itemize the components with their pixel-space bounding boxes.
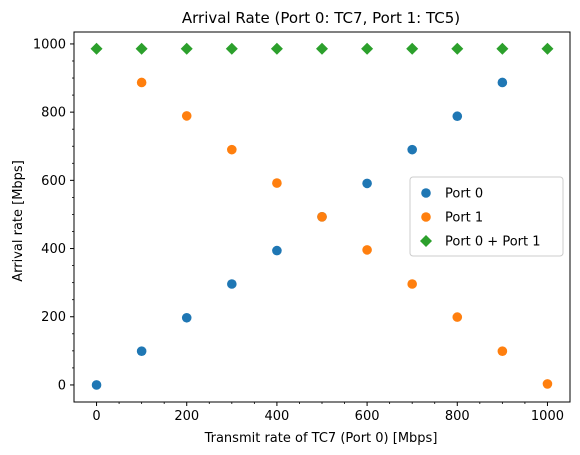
y-tick-label-0: 0 — [58, 378, 66, 393]
legend: Port 0 Port 1 Port 0 + Port 1 — [409, 176, 564, 257]
y-tick-label-400: 400 — [41, 242, 66, 257]
x-tick-label-600: 600 — [355, 409, 380, 424]
data-point — [90, 42, 103, 55]
data-point — [362, 178, 372, 189]
y-tick-label-600: 600 — [41, 174, 66, 189]
data-point — [496, 42, 509, 55]
y-tick-label-1000: 1000 — [33, 37, 66, 52]
series-2 — [90, 42, 554, 55]
legend-marker-0 — [421, 188, 431, 198]
data-point — [541, 42, 554, 55]
data-point — [181, 312, 192, 323]
data-point — [452, 111, 463, 122]
legend-label-1: Port 1 — [445, 211, 483, 226]
data-point — [361, 42, 374, 55]
y-tick-label-800: 800 — [41, 106, 66, 121]
data-point — [497, 77, 508, 88]
x-tick-label-200: 200 — [174, 409, 199, 424]
data-point — [270, 42, 283, 55]
series-1 — [136, 77, 553, 389]
x-tick-label-400: 400 — [264, 409, 289, 424]
x-tick-label-1000: 1000 — [531, 409, 564, 424]
legend-marker-2 — [420, 235, 432, 247]
data-point — [136, 346, 147, 356]
data-point — [272, 178, 282, 188]
data-point — [497, 346, 508, 356]
data-point — [136, 77, 147, 88]
data-point — [181, 111, 192, 121]
data-point — [227, 144, 237, 155]
x-axis-label: Transmit rate of TC7 (Port 0) [Mbps] — [204, 431, 438, 446]
data-point — [135, 42, 148, 55]
data-point — [407, 144, 417, 155]
chart-title: Arrival Rate (Port 0: TC7, Port 1: TC5) — [182, 9, 460, 27]
data-point — [407, 279, 417, 289]
data-point — [272, 245, 282, 256]
data-point — [451, 42, 464, 55]
x-tick-label-0: 0 — [92, 409, 100, 424]
x-tick-label-800: 800 — [445, 409, 470, 424]
y-tick-label-200: 200 — [41, 310, 66, 325]
data-point — [317, 212, 327, 222]
data-point — [542, 379, 553, 389]
data-point — [227, 279, 237, 289]
y-axis-label: Arrival rate [Mbps] — [11, 160, 26, 282]
data-point — [406, 42, 419, 55]
data-point — [362, 245, 372, 255]
legend-label-0: Port 0 — [445, 187, 483, 202]
data-point — [452, 312, 463, 322]
legend-marker-1 — [421, 212, 431, 222]
data-point — [316, 42, 328, 55]
data-point — [91, 380, 102, 390]
data-point — [225, 42, 238, 55]
legend-label-2: Port 0 + Port 1 — [445, 235, 541, 250]
plot-area: 0 200 400 600 800 1000 0 200 400 600 800 1000 — [33, 31, 571, 424]
legend-box — [409, 176, 564, 257]
data-point — [180, 42, 193, 55]
